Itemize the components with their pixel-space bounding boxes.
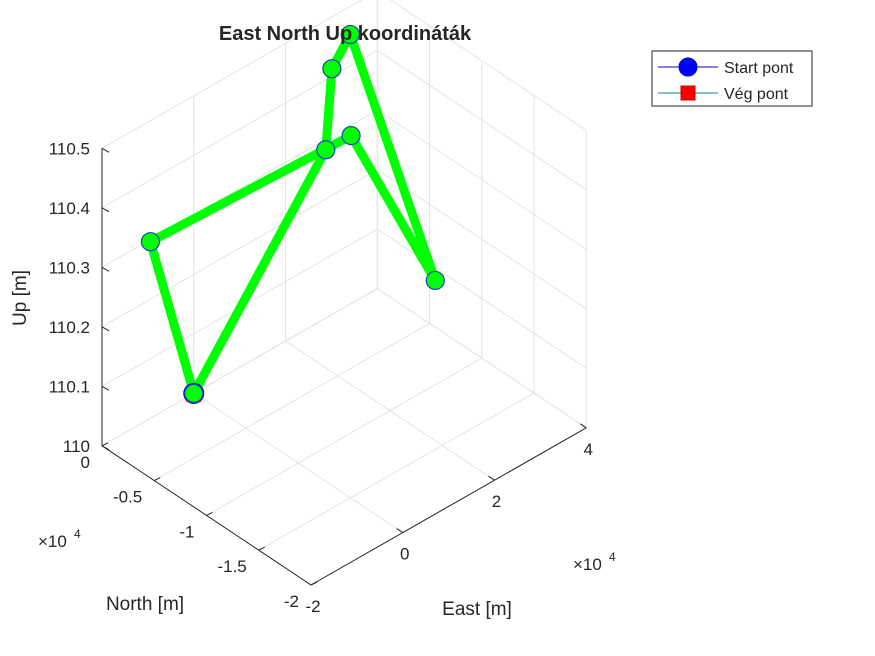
z-tick-mark <box>101 147 110 153</box>
x-exponent-label: ×10 4 <box>573 550 616 574</box>
x-tick-label: 0 <box>400 545 409 564</box>
series-point <box>184 383 204 403</box>
grid-line-z-side <box>377 50 587 191</box>
legend-start-marker <box>678 57 698 77</box>
grid-line-z-side <box>389 0 587 131</box>
x-tick-label: 2 <box>492 492 501 511</box>
series-line <box>145 29 440 398</box>
series-point <box>316 140 336 160</box>
z-tick-label: 110.2 <box>49 318 90 337</box>
z-tick-label: 110.3 <box>49 258 90 277</box>
y-tick-mark <box>206 511 213 516</box>
legend-start-label: Start pont <box>724 60 794 77</box>
grid-line-z-back <box>101 288 378 447</box>
x-tick-mark <box>580 423 587 429</box>
legend: Start pont Vég pont <box>651 50 813 107</box>
grid-line-z-side <box>377 169 587 310</box>
grid-line-z-back <box>101 169 378 328</box>
x-tick-label: 4 <box>584 440 593 459</box>
y-axis-label: North [m] <box>106 594 184 615</box>
grid-line-z-back <box>101 0 363 149</box>
z-tick-mark <box>101 326 110 332</box>
series-point <box>322 59 342 79</box>
grid-line-y-floor <box>258 392 535 551</box>
chart-title: East North Up koordináták <box>219 23 472 45</box>
y-tick-label: -1 <box>179 522 194 541</box>
x-tick-label: -2 <box>305 597 320 616</box>
legend-end-label: Vég pont <box>724 86 789 103</box>
y-tick-label: 0 <box>81 453 90 472</box>
x-tick-mark <box>304 580 312 586</box>
grid-line-y-floor <box>206 357 483 516</box>
x-tick-mark <box>488 475 495 481</box>
x-axis-line <box>310 427 587 586</box>
y-tick-mark <box>154 477 161 482</box>
z-axis-label: Up [m] <box>10 270 31 326</box>
grid-line-y-floor <box>154 322 430 482</box>
y-exponent-label: ×10 4 <box>38 527 81 551</box>
y-tick-label: -2 <box>284 592 299 611</box>
grid-line-z-side <box>377 109 587 250</box>
y-tick-mark <box>258 546 265 551</box>
z-tick-label: 110.1 <box>49 377 90 396</box>
z-tick-mark <box>101 445 110 451</box>
svg-text:×10: ×10 <box>573 555 602 574</box>
series-point <box>340 24 360 45</box>
tick-labels: -2024-2-1.5-1-0.50110110.1110.2110.3110.… <box>49 139 593 616</box>
z-tick-label: 110.4 <box>49 199 90 218</box>
axes-box <box>101 147 587 586</box>
z-tick-mark <box>101 266 110 272</box>
legend-end-marker <box>680 85 696 101</box>
legend-entry-end: Vég pont <box>658 85 789 103</box>
x-axis-label: East [m] <box>442 599 512 620</box>
svg-text:×10: ×10 <box>38 532 67 551</box>
z-tick-mark <box>101 385 110 391</box>
series-layer <box>140 24 445 404</box>
series-point <box>425 270 445 291</box>
svg-text:4: 4 <box>609 550 616 564</box>
z-tick-mark <box>101 207 110 213</box>
grid-line-z-side <box>377 228 587 369</box>
series-point <box>341 126 361 146</box>
legend-entry-start: Start pont <box>658 57 794 77</box>
grid-lines <box>101 0 587 586</box>
z-tick-label: 110 <box>63 437 90 456</box>
x-tick-mark <box>396 528 404 534</box>
grid-line-z-side <box>377 288 587 429</box>
series-point <box>140 232 161 252</box>
svg-text:4: 4 <box>74 527 81 541</box>
y-tick-label: -1.5 <box>217 557 246 576</box>
z-tick-label: 110.5 <box>49 139 90 158</box>
y-tick-label: -0.5 <box>113 488 142 507</box>
y-tick-mark <box>101 442 109 447</box>
y-tick-mark <box>310 581 318 586</box>
legend-box <box>651 50 813 107</box>
